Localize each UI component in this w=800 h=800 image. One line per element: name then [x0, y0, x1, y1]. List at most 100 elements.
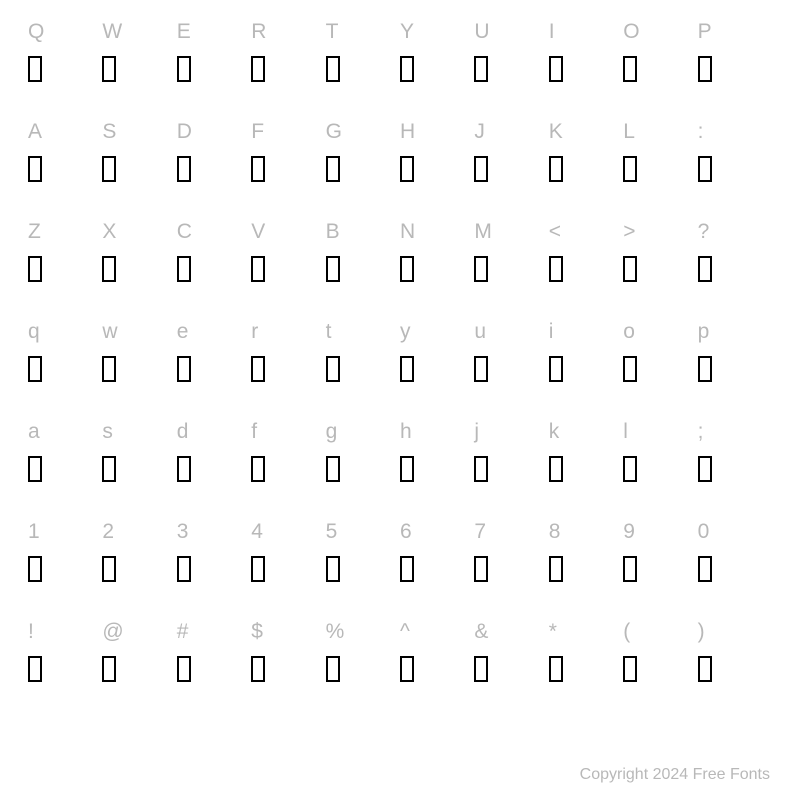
char-cell: l [623, 418, 697, 518]
missing-glyph-box [251, 656, 265, 682]
missing-glyph-box [549, 656, 563, 682]
char-label: S [102, 118, 116, 146]
missing-glyph-box [102, 156, 116, 182]
missing-glyph-box [474, 256, 488, 282]
char-label: P [698, 18, 712, 46]
char-label: L [623, 118, 635, 146]
char-label: t [326, 318, 332, 346]
char-label: k [549, 418, 560, 446]
char-label: 3 [177, 518, 189, 546]
char-label: C [177, 218, 192, 246]
missing-glyph-box [177, 456, 191, 482]
char-cell: ? [698, 218, 772, 318]
char-cell: a [28, 418, 102, 518]
char-label: 0 [698, 518, 710, 546]
missing-glyph-box [549, 56, 563, 82]
missing-glyph-box [400, 56, 414, 82]
char-cell: 7 [474, 518, 548, 618]
char-label: J [474, 118, 485, 146]
char-label: I [549, 18, 555, 46]
char-cell: 9 [623, 518, 697, 618]
char-label: 2 [102, 518, 114, 546]
missing-glyph-box [623, 356, 637, 382]
char-label: q [28, 318, 40, 346]
char-label: < [549, 218, 561, 246]
char-cell: ^ [400, 618, 474, 718]
missing-glyph-box [102, 556, 116, 582]
char-label: g [326, 418, 338, 446]
missing-glyph-box [474, 556, 488, 582]
char-label: s [102, 418, 113, 446]
char-cell: B [326, 218, 400, 318]
char-label: j [474, 418, 479, 446]
char-label: * [549, 618, 557, 646]
char-cell: # [177, 618, 251, 718]
copyright-text: Copyright 2024 Free Fonts [580, 766, 770, 784]
char-label: @ [102, 618, 123, 646]
missing-glyph-box [549, 156, 563, 182]
char-cell: h [400, 418, 474, 518]
char-cell: t [326, 318, 400, 418]
char-cell: i [549, 318, 623, 418]
char-label: ! [28, 618, 34, 646]
missing-glyph-box [698, 156, 712, 182]
char-label: d [177, 418, 189, 446]
char-cell: 3 [177, 518, 251, 618]
char-label: h [400, 418, 412, 446]
char-cell: 4 [251, 518, 325, 618]
char-cell: % [326, 618, 400, 718]
char-cell: O [623, 18, 697, 118]
char-cell: : [698, 118, 772, 218]
char-label: Z [28, 218, 41, 246]
char-label: R [251, 18, 266, 46]
char-cell: Z [28, 218, 102, 318]
char-label: G [326, 118, 342, 146]
char-cell: 8 [549, 518, 623, 618]
char-cell: K [549, 118, 623, 218]
missing-glyph-box [400, 656, 414, 682]
char-cell: 2 [102, 518, 176, 618]
missing-glyph-box [698, 256, 712, 282]
missing-glyph-box [28, 256, 42, 282]
missing-glyph-box [623, 456, 637, 482]
char-cell: p [698, 318, 772, 418]
missing-glyph-box [474, 656, 488, 682]
char-cell: V [251, 218, 325, 318]
char-label: f [251, 418, 257, 446]
char-cell: R [251, 18, 325, 118]
char-cell: r [251, 318, 325, 418]
char-cell: g [326, 418, 400, 518]
missing-glyph-box [28, 156, 42, 182]
missing-glyph-box [102, 356, 116, 382]
missing-glyph-box [400, 156, 414, 182]
char-label: ; [698, 418, 704, 446]
char-label: 5 [326, 518, 338, 546]
missing-glyph-box [251, 156, 265, 182]
missing-glyph-box [177, 56, 191, 82]
char-cell: G [326, 118, 400, 218]
char-cell: M [474, 218, 548, 318]
char-label: u [474, 318, 486, 346]
missing-glyph-box [177, 356, 191, 382]
missing-glyph-box [549, 456, 563, 482]
missing-glyph-box [623, 556, 637, 582]
missing-glyph-box [251, 256, 265, 282]
missing-glyph-box [326, 356, 340, 382]
char-label: % [326, 618, 345, 646]
char-cell: Q [28, 18, 102, 118]
missing-glyph-box [549, 556, 563, 582]
char-label: F [251, 118, 264, 146]
char-cell: > [623, 218, 697, 318]
char-label: N [400, 218, 415, 246]
char-label: K [549, 118, 563, 146]
missing-glyph-box [251, 356, 265, 382]
missing-glyph-box [698, 356, 712, 382]
missing-glyph-box [623, 256, 637, 282]
char-cell: 6 [400, 518, 474, 618]
missing-glyph-box [28, 456, 42, 482]
char-cell: H [400, 118, 474, 218]
missing-glyph-box [251, 56, 265, 82]
missing-glyph-box [326, 156, 340, 182]
char-cell: q [28, 318, 102, 418]
missing-glyph-box [549, 356, 563, 382]
